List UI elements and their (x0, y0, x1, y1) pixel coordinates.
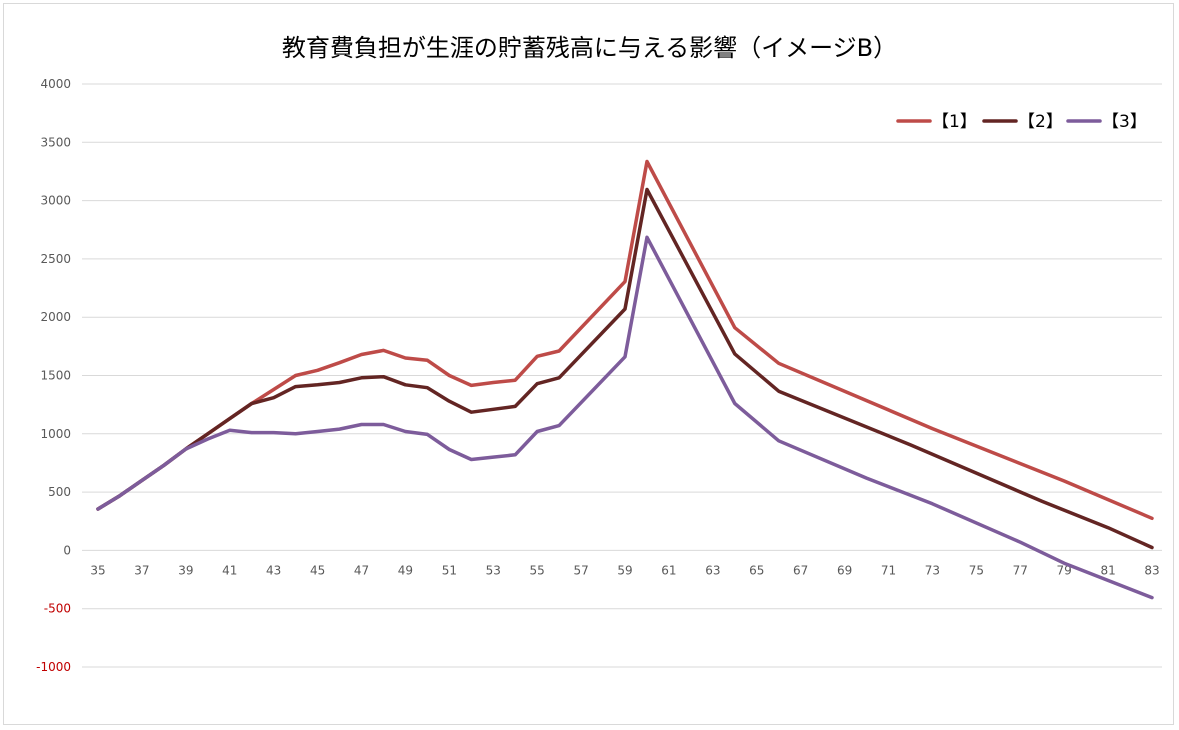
chart-frame (3, 3, 1174, 725)
x-tick-label: 59 (617, 563, 632, 577)
y-tick-label: 1500 (40, 369, 71, 383)
x-axis-tick-labels: 35 37 39 41 43 45 47 49 51 53 55 57 59 61 63 65 67 69 71 73… (90, 563, 1159, 577)
y-tick-label: 4000 (40, 77, 71, 91)
gridlines (82, 83, 1162, 668)
legend: 【1】 【2】 【3】 (896, 112, 1147, 132)
y-tick-label: 3000 (40, 194, 71, 208)
x-tick-label: 35 (90, 563, 105, 577)
y-tick-label: 0 (63, 543, 71, 557)
y-tick-label: 3500 (40, 135, 71, 149)
series-lines (96, 159, 1154, 600)
x-tick-label: 65 (749, 563, 764, 577)
legend-label-2: 【2】 (1018, 112, 1063, 132)
y-axis-tick-labels: 4000 3500 3000 2500 2000 1500 1000 500 0 -500 -100… (36, 77, 71, 674)
x-tick-label: 83 (1144, 563, 1159, 577)
x-tick-label: 77 (1013, 563, 1028, 577)
x-tick-label: 61 (661, 563, 676, 577)
x-tick-label: 55 (530, 563, 545, 577)
x-tick-label: 41 (222, 563, 237, 577)
x-tick-label: 75 (969, 563, 984, 577)
x-tick-label: 73 (925, 563, 940, 577)
x-tick-label: 51 (442, 563, 457, 577)
y-tick-label: 500 (48, 485, 71, 499)
y-tick-label: -1000 (36, 660, 71, 674)
x-tick-label: 49 (398, 563, 413, 577)
x-tick-label: 63 (705, 563, 720, 577)
x-tick-label: 53 (486, 563, 501, 577)
x-tick-label: 47 (354, 563, 369, 577)
y-tick-label: 2000 (40, 310, 71, 324)
x-tick-label: 57 (573, 563, 588, 577)
x-tick-label: 71 (881, 563, 896, 577)
legend-label-3: 【3】 (1102, 112, 1147, 132)
x-tick-label: 79 (1057, 563, 1072, 577)
x-tick-label: 45 (310, 563, 325, 577)
legend-label-1: 【1】 (932, 112, 977, 132)
series-line-3 (96, 235, 1154, 600)
series-line-1 (96, 159, 1154, 521)
y-tick-label: 2500 (40, 252, 71, 266)
x-tick-label: 37 (134, 563, 149, 577)
y-tick-label: 1000 (40, 427, 71, 441)
x-tick-label: 69 (837, 563, 852, 577)
y-tick-label: -500 (44, 602, 71, 616)
x-tick-label: 39 (178, 563, 193, 577)
x-tick-label: 43 (266, 563, 281, 577)
series-line-2 (96, 187, 1154, 550)
x-tick-label: 67 (793, 563, 808, 577)
x-tick-label: 81 (1100, 563, 1115, 577)
chart-title: 教育費負担が生涯の貯蓄残高に与える影響（イメージB） (281, 34, 898, 62)
